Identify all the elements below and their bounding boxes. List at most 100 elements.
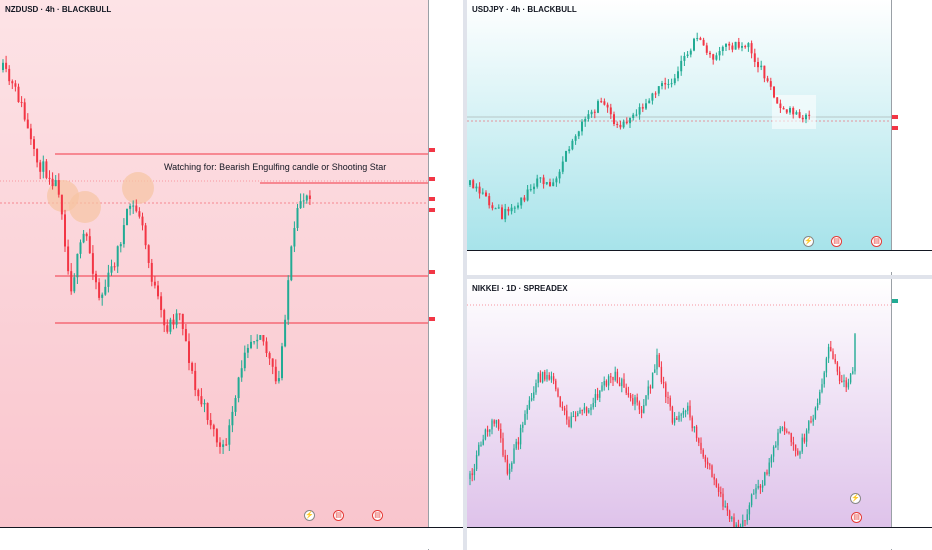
candle-body	[290, 246, 293, 281]
candle-body	[181, 313, 184, 329]
candle-body	[101, 294, 104, 298]
candle-body	[696, 38, 699, 40]
nzdusd-chart-panel[interactable]: NZDUSD · 4h · BLACKBULL Watching for: Be…	[0, 0, 463, 550]
candle-body	[712, 54, 715, 60]
candle-body	[561, 406, 564, 409]
candle-body	[673, 78, 676, 84]
panel-divider-vertical[interactable]	[463, 0, 467, 550]
candle-body	[150, 262, 153, 282]
economic-event-icon[interactable]: ▤	[333, 510, 344, 521]
candle-body	[76, 253, 79, 278]
candle-body	[277, 378, 280, 382]
candle-body	[773, 86, 775, 98]
candle-body	[781, 427, 784, 429]
nikkei-plot-area[interactable]	[467, 279, 891, 529]
candle-body	[29, 128, 32, 140]
candle-body	[472, 180, 475, 189]
candle-body	[779, 427, 781, 433]
candle-body	[178, 313, 181, 315]
candle-body	[147, 245, 150, 263]
usdjpy-chart-panel[interactable]: USDJPY · 4h · BLACKBULL ⚡ ▤ ▤	[467, 0, 932, 275]
candle-body	[704, 456, 707, 462]
candle-body	[259, 335, 262, 340]
candle-body	[73, 277, 76, 292]
usdjpy-price-axis[interactable]	[891, 0, 932, 275]
candle-body	[491, 420, 493, 430]
dividend-event-icon[interactable]: ⚡	[304, 510, 315, 521]
candle-body	[718, 51, 721, 56]
nzdusd-time-axis[interactable]	[0, 527, 463, 549]
candle-body	[676, 418, 678, 420]
candle-body	[511, 463, 513, 469]
candle-body	[82, 233, 85, 243]
candle-body	[724, 505, 726, 507]
candle-body	[584, 119, 587, 122]
economic-event-icon[interactable]: ▤	[851, 512, 862, 523]
candle-body	[484, 429, 487, 440]
candle-body	[682, 411, 685, 415]
candle-body	[8, 68, 11, 82]
economic-event-icon[interactable]: ▤	[372, 510, 383, 521]
usdjpy-time-axis[interactable]	[467, 250, 932, 272]
candle-body	[693, 38, 695, 51]
usdjpy-candles	[467, 32, 891, 223]
candle-body	[175, 313, 178, 325]
candle-body	[651, 93, 654, 101]
candle-body	[713, 476, 715, 480]
candle-body	[747, 43, 750, 48]
dividend-event-icon[interactable]: ⚡	[850, 493, 861, 504]
candle-body	[627, 392, 630, 396]
candle-body	[33, 139, 35, 149]
candle-body	[614, 371, 616, 381]
candle-body	[523, 197, 526, 201]
candle-body	[495, 419, 498, 424]
candle-body	[302, 200, 305, 202]
candle-body	[693, 426, 696, 429]
candle-body	[526, 408, 528, 414]
candle-body	[654, 369, 656, 373]
candle-body	[110, 266, 113, 273]
candle-body	[638, 107, 641, 115]
candle-body	[648, 100, 651, 104]
nikkei-price-axis[interactable]	[891, 279, 932, 550]
candle-body	[85, 233, 88, 237]
candle-body	[234, 398, 237, 412]
candle-body	[228, 425, 231, 445]
nzdusd-price-axis[interactable]	[428, 0, 463, 550]
economic-event-icon[interactable]: ▤	[831, 236, 842, 247]
candle-body	[763, 65, 766, 79]
candle-body	[687, 405, 689, 411]
candle-body	[469, 180, 471, 185]
candle-body	[587, 114, 590, 120]
economic-event-icon[interactable]: ▤	[871, 236, 882, 247]
candle-body	[629, 117, 631, 124]
candle-body	[661, 83, 663, 87]
nikkei-time-axis[interactable]	[467, 527, 932, 549]
candle-body	[819, 392, 821, 404]
candle-body	[770, 456, 773, 463]
nikkei-chart-panel[interactable]: NIKKEI · 1D · SPREADEX ⚡ ▤	[467, 279, 932, 550]
candle-body	[64, 214, 66, 247]
candle-body	[812, 418, 814, 422]
candle-body	[268, 353, 271, 359]
candle-body	[539, 177, 542, 179]
candle-body	[88, 236, 91, 254]
candle-body	[728, 510, 731, 520]
candle-body	[11, 81, 14, 84]
candle-body	[508, 468, 511, 474]
dividend-event-icon[interactable]: ⚡	[803, 236, 814, 247]
candle-body	[622, 121, 625, 128]
candle-body	[769, 81, 772, 87]
level-price-tag	[429, 270, 435, 274]
candle-body	[574, 136, 577, 141]
candle-body	[733, 517, 735, 529]
candle-body	[225, 444, 228, 446]
candle-body	[695, 426, 698, 439]
candle-body	[585, 407, 588, 413]
candle-body	[546, 374, 548, 380]
candle-body	[645, 103, 647, 109]
usdjpy-plot-area[interactable]	[467, 0, 891, 250]
candle-body	[113, 266, 116, 268]
panel-divider-horizontal[interactable]	[467, 275, 932, 279]
candle-body	[240, 368, 243, 378]
